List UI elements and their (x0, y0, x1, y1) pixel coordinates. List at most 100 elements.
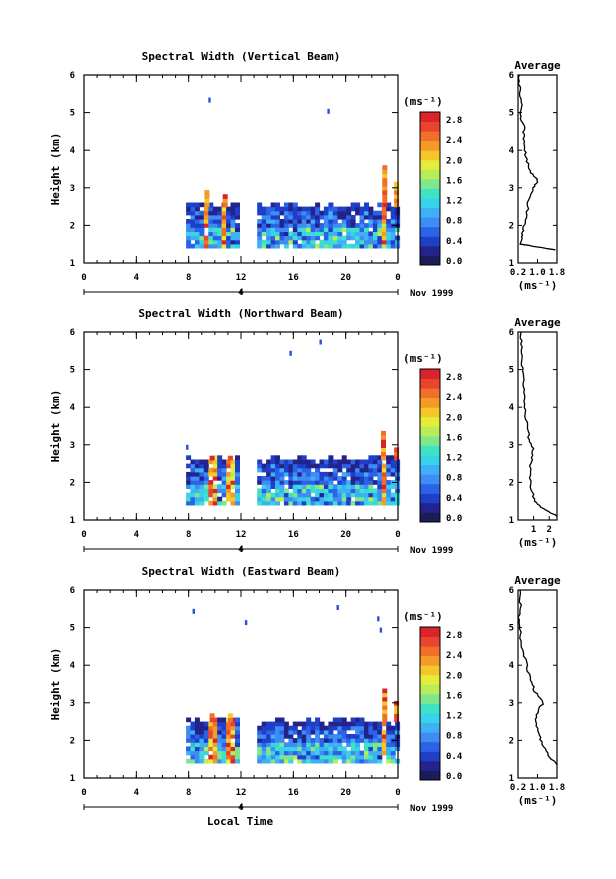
heatmap-cell (332, 717, 338, 723)
heatmap-cell (359, 492, 365, 498)
heatmap-cell (266, 235, 272, 241)
heatmap-cell (319, 210, 325, 216)
heatmap-cell (279, 746, 285, 752)
colorbar-swatch (420, 665, 440, 676)
heatmap-cell (346, 754, 352, 760)
date-bar-day: 4 (238, 803, 244, 813)
heatmap-cell (212, 206, 218, 212)
heatmap-cell (315, 235, 321, 241)
heatmap-cell (394, 202, 400, 208)
heatmap-cell (257, 459, 263, 465)
heatmap-cell (275, 206, 280, 212)
heatmap-cell (346, 758, 352, 764)
heatmap-cell (328, 214, 334, 220)
heatmap-cell (199, 488, 205, 494)
heatmap-cell (230, 471, 236, 477)
heatmap-cell (328, 734, 334, 739)
heatmap-cell (226, 746, 232, 752)
isolated-point (377, 616, 380, 622)
heatmap-cell (221, 231, 227, 237)
heatmap-cell (306, 243, 312, 249)
heatmap-cell (315, 725, 321, 731)
heatmap-cell (292, 754, 298, 760)
heatmap-cell (355, 467, 361, 473)
heatmap-cell (194, 725, 200, 731)
heatmap-cell (217, 463, 223, 469)
heatmap-cell (315, 717, 321, 723)
heatmap-cell (226, 484, 232, 489)
heatmap-cell (186, 231, 192, 237)
heatmap-cell (377, 496, 383, 502)
heatmap-cell (364, 750, 369, 756)
heatmap-cell (186, 219, 192, 224)
heatmap-cell (190, 754, 196, 760)
heatmap-cell (364, 758, 369, 764)
heatmap-cell (372, 235, 378, 241)
heatmap-cell (381, 214, 387, 220)
heatmap-cell (261, 243, 267, 249)
heatmap-cell (226, 742, 232, 747)
heatmap-cell (337, 231, 343, 237)
heatmap-cell (381, 742, 387, 747)
heatmap-cell (226, 223, 232, 228)
colorbar-swatch (420, 512, 440, 523)
heatmap-cell (266, 239, 272, 245)
heatmap-cell (275, 231, 280, 237)
heatmap-cell (186, 500, 192, 506)
heatmap-cell (382, 165, 388, 170)
heatmap-cell (346, 500, 352, 506)
heatmap-cell (364, 210, 369, 216)
heatmap-cell (204, 194, 210, 199)
heatmap-cell (306, 492, 312, 498)
y-tick-label: 2 (70, 736, 75, 746)
heatmap-cell (230, 496, 236, 502)
heatmap-cell (230, 758, 236, 764)
heatmap-cell (190, 471, 196, 477)
heatmap-cell (328, 758, 334, 764)
heatmap-cell (372, 738, 378, 743)
heatmap-cell (266, 750, 272, 756)
heatmap-cell (266, 227, 272, 232)
colorbar-swatch (420, 770, 440, 781)
heatmap-cell (199, 231, 205, 237)
heatmap-cell (359, 210, 365, 216)
heatmap-cell (288, 734, 294, 739)
colorbar-swatch (420, 388, 440, 399)
heatmap-cell (212, 717, 218, 723)
heatmap-cell (186, 223, 192, 228)
heatmap-cell (364, 463, 369, 469)
heatmap-cell (212, 492, 218, 498)
heatmap-cell (208, 243, 214, 249)
heatmap-cell (381, 480, 387, 485)
heatmap-cell (323, 223, 329, 228)
heatmap-cell (301, 227, 307, 232)
heatmap-cell (359, 729, 365, 735)
heatmap-cell (283, 206, 289, 212)
heatmap-cell (279, 223, 285, 228)
heatmap-cell (301, 206, 307, 212)
heatmap-cell (355, 223, 361, 228)
heatmap-cell (341, 223, 347, 228)
heatmap-cell (350, 471, 356, 477)
heatmap-cell (341, 227, 347, 232)
heatmap-cell (315, 467, 321, 473)
average-y-tick-label: 4 (509, 403, 515, 413)
heatmap-cell (270, 758, 276, 764)
heatmap-cell (377, 231, 383, 237)
heatmap-cell (390, 746, 396, 752)
heatmap-cell (310, 471, 316, 477)
heatmap-cell (186, 476, 192, 481)
heatmap-cell (190, 742, 196, 747)
heatmap-cell (355, 734, 361, 739)
heatmap-cell (279, 758, 285, 764)
heatmap-cell (279, 471, 285, 477)
heatmap-cell (203, 484, 209, 489)
heatmap-cell (261, 467, 267, 473)
heatmap-cell (355, 488, 361, 494)
heatmap-cell (319, 471, 325, 477)
heatmap-cell (275, 463, 280, 469)
heatmap-cell (364, 746, 369, 752)
heatmap-cell (315, 496, 321, 502)
heatmap-cell (323, 758, 329, 764)
heatmap-cell (288, 725, 294, 731)
